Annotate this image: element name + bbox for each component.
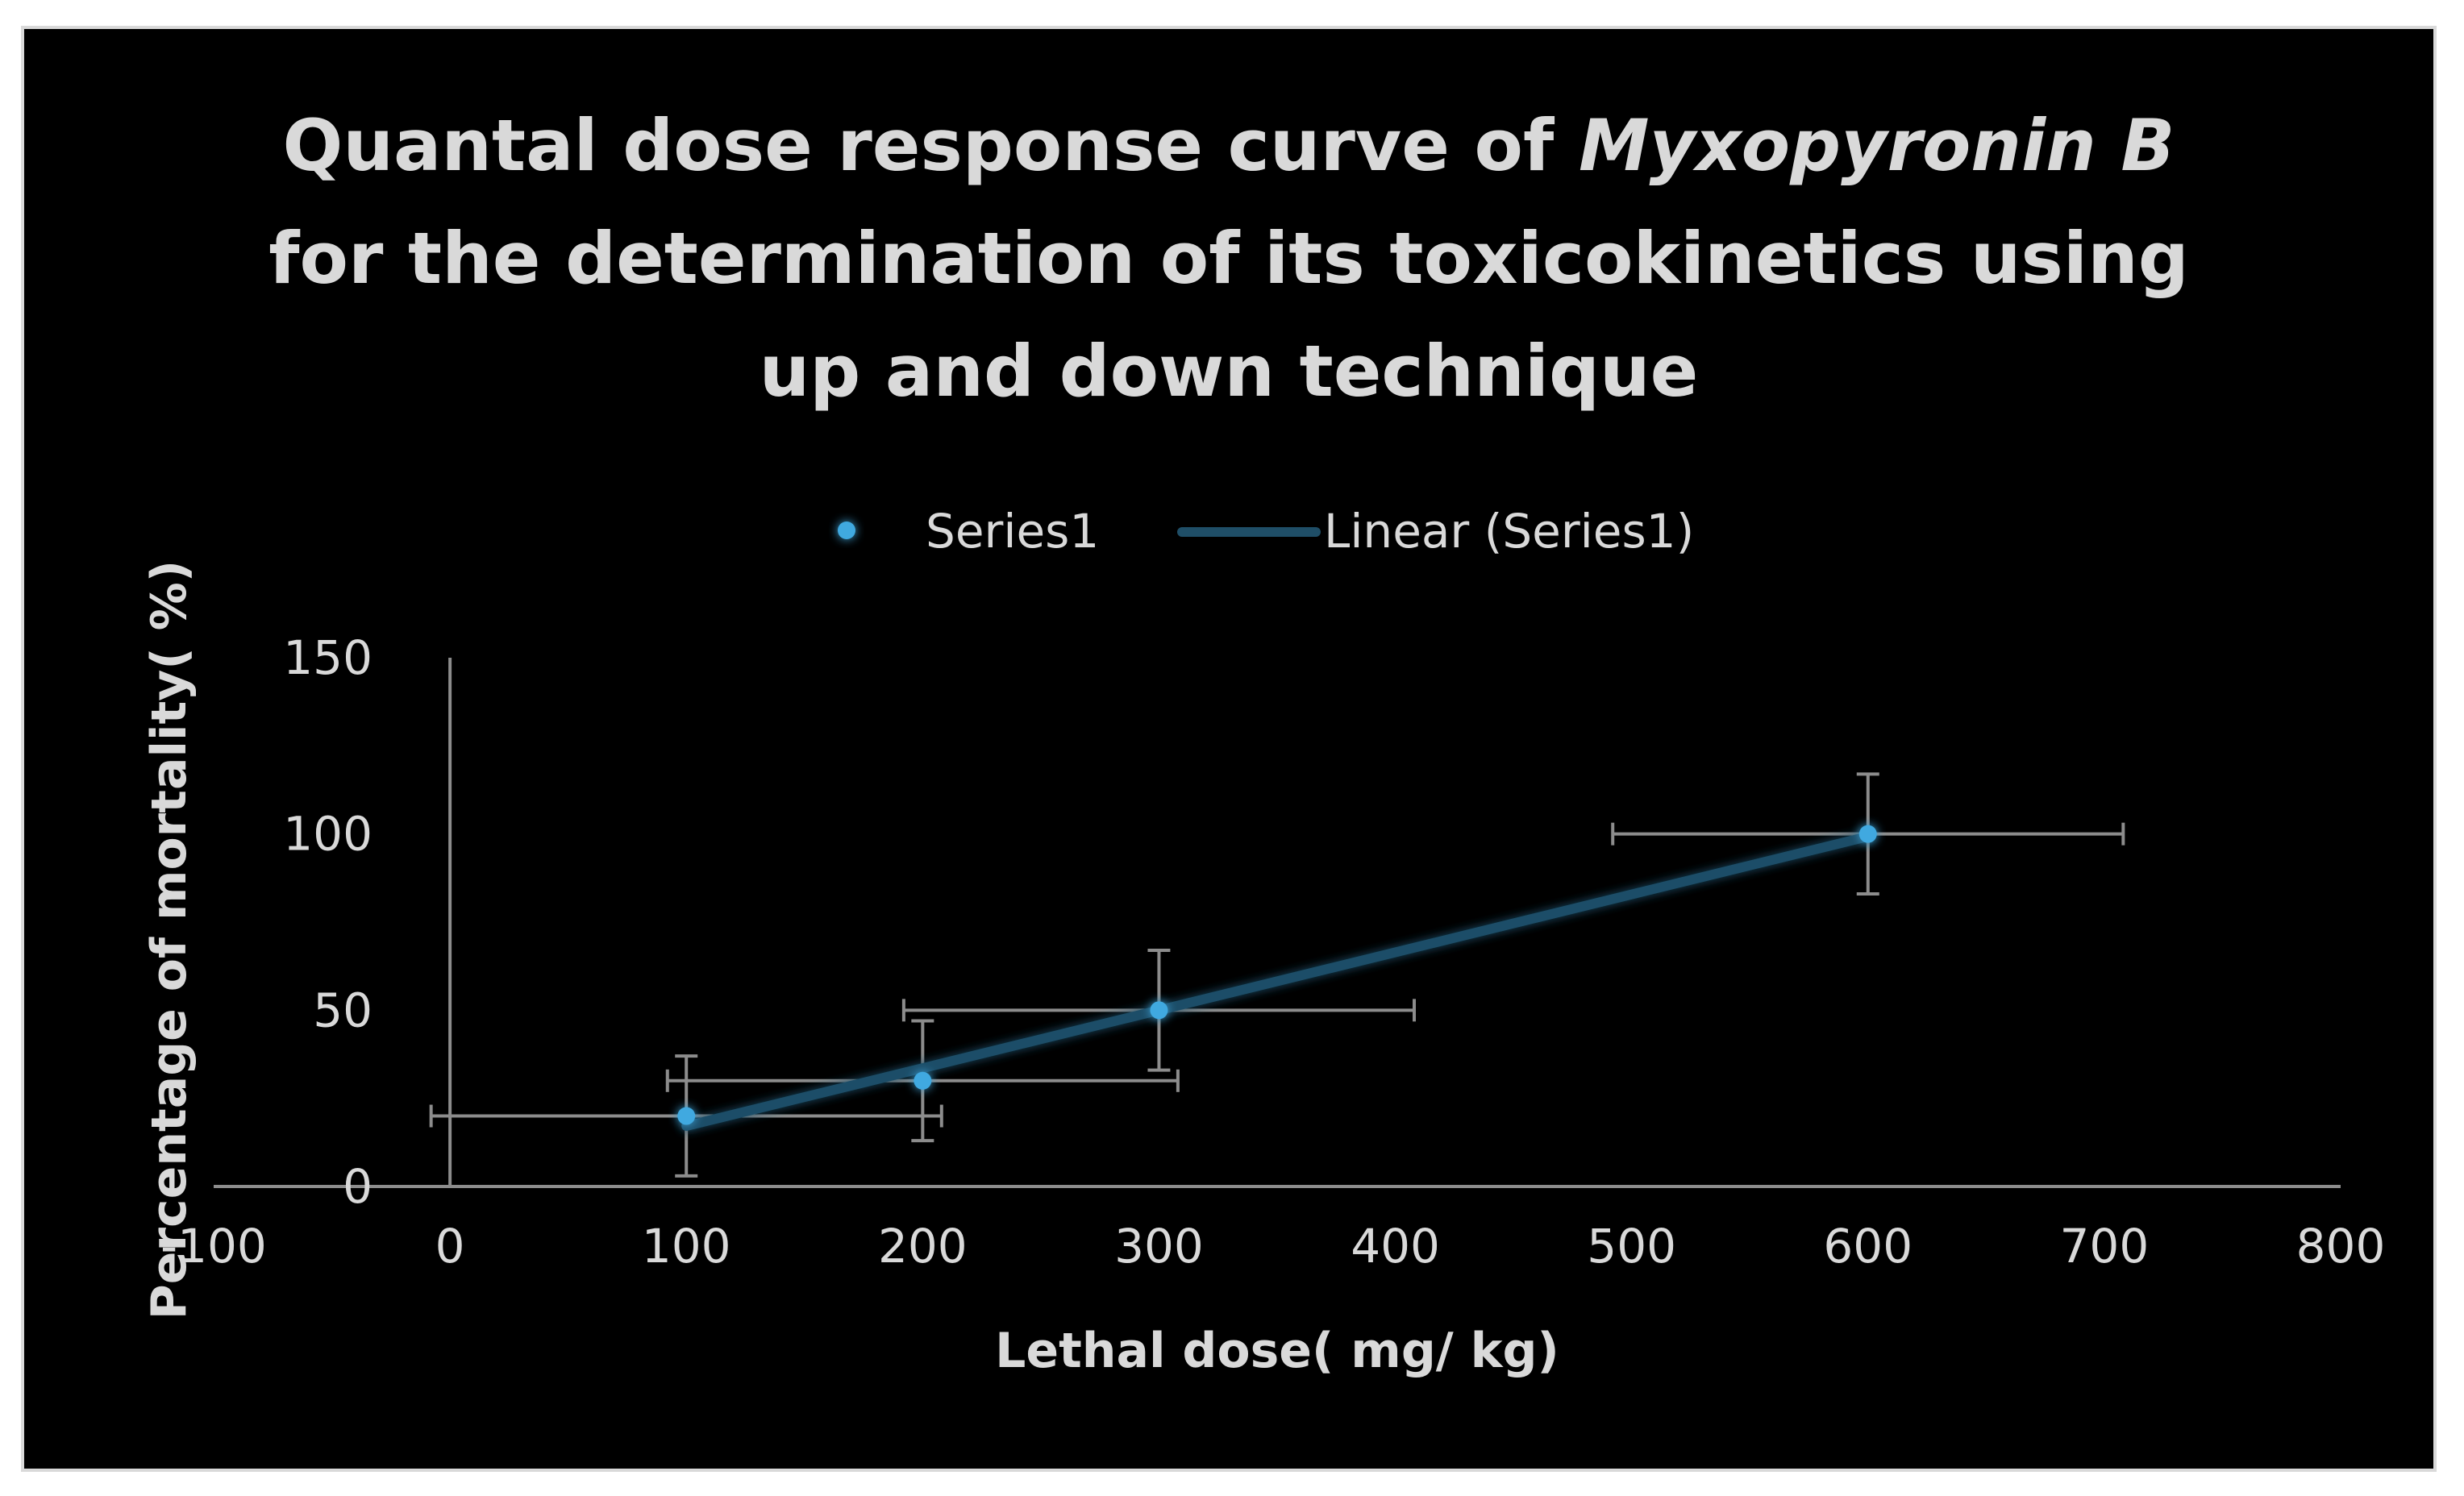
legend-series-label: Series1: [926, 504, 1099, 559]
data-point: [914, 1071, 932, 1090]
chart-title-text: for the determination of its toxicokinet…: [268, 217, 2188, 300]
chart-title-line: up and down technique: [760, 330, 1699, 413]
x-tick-label: 800: [2296, 1219, 2386, 1274]
x-tick-label: 0: [435, 1219, 465, 1274]
chart-title-line: Quantal dose response curve of Myxopyron…: [283, 104, 2175, 187]
chart-title-text: Quantal dose response curve of: [283, 104, 1579, 187]
chart-svg: Quantal dose response curve of Myxopyron…: [141, 104, 2385, 1379]
y-tick-labels: 0 50 100 150: [283, 630, 373, 1214]
data-point: [677, 1107, 696, 1125]
trendline: [681, 831, 1873, 1132]
axes: [214, 658, 2341, 1188]
chart-title-text: up and down technique: [760, 330, 1699, 413]
x-tick-label: 300: [1114, 1219, 1204, 1274]
y-tick-label: 0: [343, 1159, 373, 1214]
y-tick-label: 50: [313, 983, 373, 1037]
chart-frame: Quantal dose response curve of Myxopyron…: [21, 26, 2437, 1472]
data-point: [1150, 1001, 1168, 1020]
x-tick-label: 700: [2060, 1219, 2150, 1274]
chart-title: Quantal dose response curve of Myxopyron…: [268, 104, 2188, 413]
y-tick-label: 150: [283, 630, 373, 685]
y-tick-label: 100: [283, 807, 373, 862]
x-tick-label: 400: [1351, 1219, 1440, 1274]
data-markers: [677, 825, 1877, 1125]
chart-title-line: for the determination of its toxicokinet…: [268, 217, 2188, 300]
legend-trend-label: Linear (Series1): [1324, 504, 1694, 559]
legend-series-marker: [838, 522, 855, 539]
x-tick-label: -100: [160, 1219, 267, 1274]
x-tick-label: 500: [1587, 1219, 1676, 1274]
chart-title-italic: Myxopyronin B: [1579, 104, 2175, 187]
x-tick-label: 200: [878, 1219, 968, 1274]
legend: Series1 Linear (Series1): [838, 504, 1694, 559]
data-point: [1858, 825, 1877, 843]
x-tick-label: 100: [642, 1219, 731, 1274]
x-tick-label: 600: [1823, 1219, 1913, 1274]
y-axis-title: Percentage of mortality( %): [141, 560, 198, 1319]
x-tick-labels: -100 0 100 200 300 400 500 600 700 800: [160, 1219, 2385, 1274]
x-axis-title: Lethal dose( mg/ kg): [995, 1323, 1559, 1379]
